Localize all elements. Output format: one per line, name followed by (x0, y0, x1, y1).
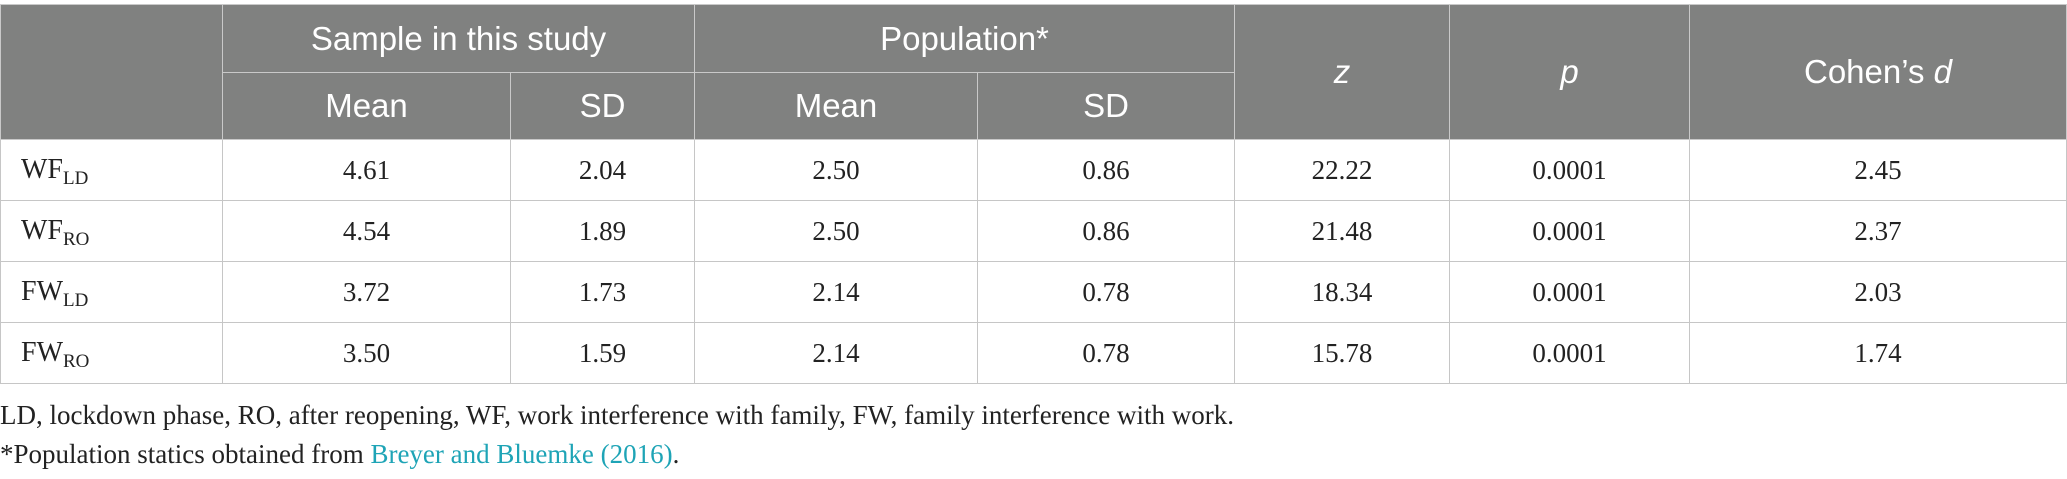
cell-z: 15.78 (1234, 322, 1450, 384)
row-label-base: FW (21, 276, 63, 307)
cell-cohens-d: 2.45 (1689, 139, 2067, 201)
header-population-sd: SD (977, 72, 1235, 140)
cell-cohens-d: 2.03 (1689, 261, 2067, 323)
cell-sample-mean: 4.61 (222, 139, 511, 201)
table-row: WFLD 4.61 2.04 2.50 0.86 22.22 0.0001 2.… (0, 139, 2067, 201)
cell-sample-sd: 1.73 (510, 261, 695, 323)
results-table: Sample in this study Population* z p Coh… (0, 4, 2067, 384)
header-cohens-d-symbol: d (1933, 53, 1952, 90)
row-label-subscript: LD (63, 168, 89, 189)
row-label-subscript: RO (63, 229, 90, 250)
cell-cohens-d: 2.37 (1689, 200, 2067, 262)
cell-p: 0.0001 (1449, 261, 1690, 323)
cell-population-sd: 0.78 (977, 322, 1235, 384)
header-population-mean: Mean (694, 72, 978, 140)
cell-sample-mean: 3.72 (222, 261, 511, 323)
cell-z: 21.48 (1234, 200, 1450, 262)
abbreviations-note: LD, lockdown phase, RO, after reopening,… (0, 400, 1234, 430)
row-label: FWRO (0, 322, 223, 384)
header-sample-sd: SD (510, 72, 695, 140)
row-label-base: FW (21, 337, 63, 368)
cell-population-mean: 2.50 (694, 139, 978, 201)
cell-population-sd: 0.86 (977, 139, 1235, 201)
cell-population-mean: 2.14 (694, 261, 978, 323)
header-cohens-d: Cohen’s d (1689, 4, 2067, 140)
cell-sample-sd: 2.04 (510, 139, 695, 201)
header-row-groups: Sample in this study Population* z p Coh… (0, 4, 2067, 140)
cell-z: 18.34 (1234, 261, 1450, 323)
row-label: FWLD (0, 261, 223, 323)
cell-sample-sd: 1.89 (510, 200, 695, 262)
row-label-base: WF (21, 154, 63, 185)
source-note-prefix: *Population statics obtained from (0, 439, 371, 469)
cell-p: 0.0001 (1449, 139, 1690, 201)
source-note-suffix: . (672, 439, 680, 469)
header-blank-cell (0, 4, 223, 140)
cell-sample-mean: 3.50 (222, 322, 511, 384)
table-row: WFRO 4.54 1.89 2.50 0.86 21.48 0.0001 2.… (0, 200, 2067, 262)
cell-population-mean: 2.50 (694, 200, 978, 262)
cell-population-mean: 2.14 (694, 322, 978, 384)
cell-sample-sd: 1.59 (510, 322, 695, 384)
cell-p: 0.0001 (1449, 322, 1690, 384)
row-label-subscript: RO (63, 351, 90, 372)
header-cohens-prefix: Cohen’s (1803, 53, 1934, 90)
header-population-group: Population* (694, 4, 1235, 73)
header-p: p (1449, 4, 1690, 140)
cell-p: 0.0001 (1449, 200, 1690, 262)
header-sample-mean: Mean (222, 72, 511, 140)
cell-population-sd: 0.78 (977, 261, 1235, 323)
cell-sample-mean: 4.54 (222, 200, 511, 262)
table-row: FWRO 3.50 1.59 2.14 0.78 15.78 0.0001 1.… (0, 322, 2067, 384)
row-label: WFLD (0, 139, 223, 201)
table-row: FWLD 3.72 1.73 2.14 0.78 18.34 0.0001 2.… (0, 261, 2067, 323)
header-z: z (1234, 4, 1450, 140)
row-label-subscript: LD (63, 290, 89, 311)
source-note: *Population statics obtained from Breyer… (0, 435, 1234, 474)
cell-population-sd: 0.86 (977, 200, 1235, 262)
header-sample-group: Sample in this study (222, 4, 695, 73)
row-label: WFRO (0, 200, 223, 262)
cell-cohens-d: 1.74 (1689, 322, 2067, 384)
citation-link[interactable]: Breyer and Bluemke (2016) (370, 439, 673, 469)
header-row-columns: Mean SD Mean SD (1, 72, 2067, 140)
table-footnotes: LD, lockdown phase, RO, after reopening,… (0, 396, 1234, 474)
row-label-base: WF (21, 215, 63, 246)
cell-z: 22.22 (1234, 139, 1450, 201)
